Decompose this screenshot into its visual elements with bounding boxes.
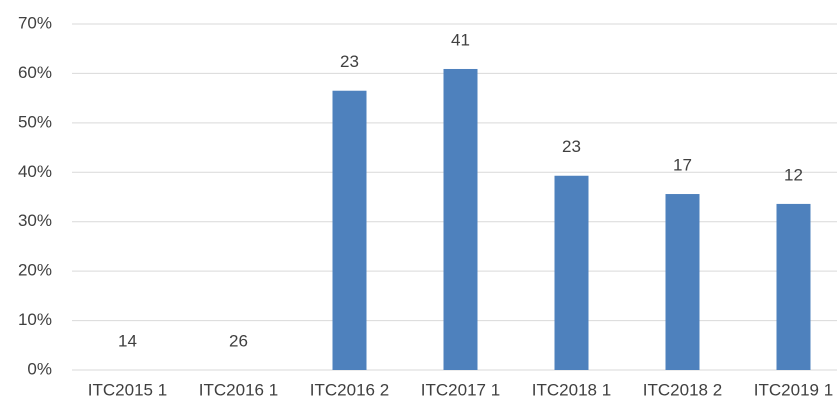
bar xyxy=(332,90,367,370)
y-tick-label: 0% xyxy=(27,359,52,378)
data-label: 26 xyxy=(229,331,248,350)
y-tick-label: 60% xyxy=(18,63,52,82)
bar xyxy=(554,175,589,370)
x-tick-label: ITC2015 1 xyxy=(88,380,167,399)
data-label: 17 xyxy=(673,156,692,175)
bar xyxy=(443,68,478,370)
x-tick-label: ITC2018 1 xyxy=(532,380,611,399)
y-tick-label: 40% xyxy=(18,162,52,181)
bar xyxy=(776,203,811,370)
bar xyxy=(665,194,700,370)
data-label: 23 xyxy=(340,52,359,71)
x-tick-label: ITC2017 1 xyxy=(421,380,500,399)
x-tick-label: ITC2016 2 xyxy=(310,380,389,399)
y-tick-label: 30% xyxy=(18,211,52,230)
y-tick-label: 50% xyxy=(18,112,52,131)
data-label: 23 xyxy=(562,137,581,156)
data-label: 41 xyxy=(451,30,470,49)
data-label: 14 xyxy=(118,331,137,350)
y-tick-label: 20% xyxy=(18,261,52,280)
data-label: 12 xyxy=(784,165,803,184)
y-tick-label: 70% xyxy=(18,13,52,32)
y-tick-label: 10% xyxy=(18,310,52,329)
x-tick-label: ITC2019 1 xyxy=(754,380,833,399)
x-tick-label: ITC2016 1 xyxy=(199,380,278,399)
x-tick-label: ITC2018 2 xyxy=(643,380,722,399)
